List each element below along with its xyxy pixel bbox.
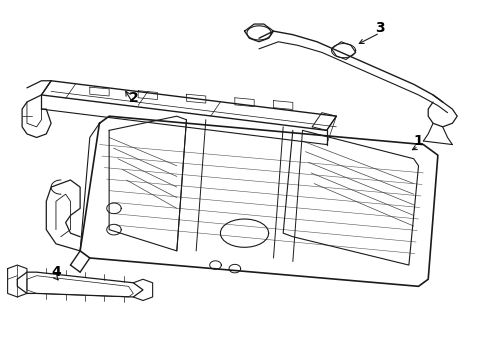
Text: 4: 4 bbox=[51, 265, 61, 279]
Text: 1: 1 bbox=[413, 134, 423, 148]
Text: 2: 2 bbox=[128, 91, 138, 105]
Text: 3: 3 bbox=[374, 21, 384, 35]
